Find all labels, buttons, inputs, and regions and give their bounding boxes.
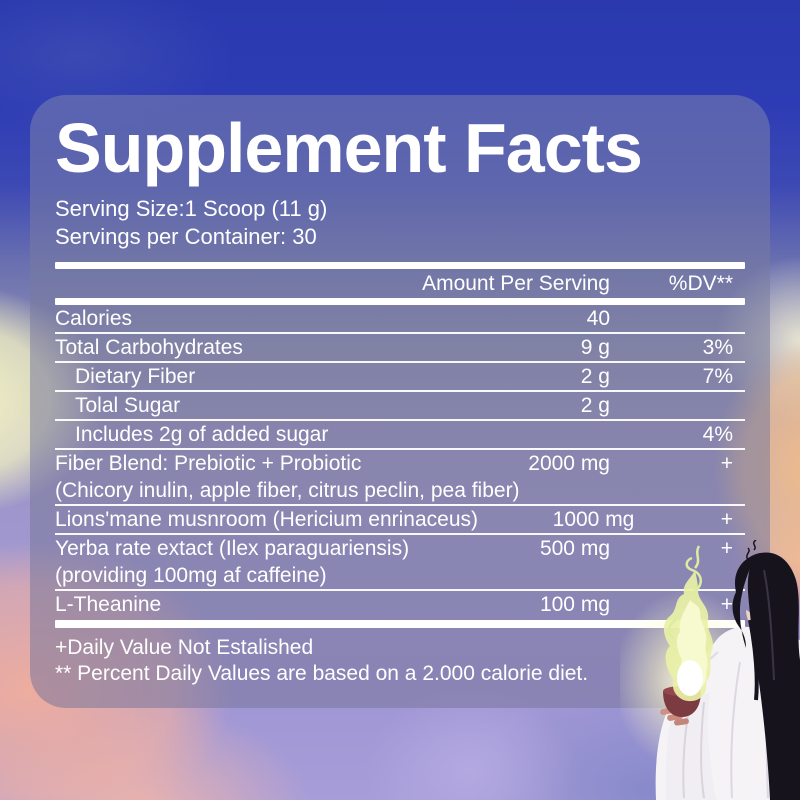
footnote-dv-not-established: +Daily Value Not Estalished [55,636,314,659]
row-amount: 40 [586,306,610,330]
flame-icon [663,545,713,702]
table-row: Total Carbohydrates 9 g 3% [55,334,745,363]
row-amount: 9 g [580,335,610,359]
divider-thick-top [55,262,745,269]
hair [732,539,800,800]
row-amount: 100 mg [539,592,610,616]
table-row: Includes 2g of added sugar 4% [55,421,745,450]
supplement-facts-panel: Supplement Facts Serving Size:1 Scoop (1… [30,95,770,708]
divider-thick-under-header [55,298,745,305]
table-row: Dietary Fiber 2 g 7% [55,363,745,392]
row-amount: 2000 mg [528,451,610,475]
servings-per-container-line: Servings per Container: 30 [55,224,317,249]
row-name: Includes 2g of added sugar [75,422,329,446]
table-row: Yerba rate extact (Ilex paraguariensis) … [55,535,745,562]
footnote-percent-dv: ** Percent Daily Values are based on a 2… [55,662,589,685]
table-subrow: (Chicory inulin, apple fiber, citrus pec… [55,477,745,506]
amount-column-header: Amount Per Serving [422,271,610,295]
row-amount: 2 g [580,364,610,388]
serving-size-line: Serving Size:1 Scoop (11 g) [55,196,328,221]
smoke-wisp [685,556,702,596]
table-row: Lions'mane musnroom (Hericium enrinaceus… [55,506,745,535]
row-amount: 500 mg [539,536,610,560]
row-dv: + [720,536,733,560]
row-dv: + [720,507,733,531]
table-row: Fiber Blend: Prebiotic + Probiotic 2000 … [55,450,745,477]
woman-flame-svg [613,539,800,800]
row-dv: + [720,451,733,475]
row-amount: 1000 mg [552,507,635,531]
row-dv: 4% [702,422,733,446]
woman-with-flame-illustration [613,539,800,800]
table-row: Calories 40 [55,305,745,334]
smoke-wisp [693,545,701,569]
row-amount: 2 g [580,393,610,417]
row-dv: 3% [702,335,733,359]
row-name: Yerba rate extact (Ilex paraguariensis) [55,536,410,560]
table-header-row: Amount Per Serving %DV** [55,269,745,298]
table-subrow: (providing 100mg af caffeine) [55,562,745,591]
row-name: Dietary Fiber [75,364,196,388]
row-name: Total Carbohydrates [55,335,243,359]
smoke-wisp [667,618,677,640]
row-name: Tolal Sugar [75,393,181,417]
table-row: Tolal Sugar 2 g [55,392,745,421]
divider-thick-bottom [55,620,745,628]
row-name: Lions'mane musnroom (Hericium enrinaceus… [55,507,479,531]
row-name: (providing 100mg af caffeine) [55,563,327,587]
panel-title: Supplement Facts [55,109,643,187]
row-name: (Chicory inulin, apple fiber, citrus pec… [55,478,520,502]
row-name: L-Theanine [55,592,162,616]
row-name: Fiber Blend: Prebiotic + Probiotic [55,451,362,475]
row-dv: 7% [702,364,733,388]
footnotes: +Daily Value Not Estalished ** Percent D… [55,635,745,687]
dv-column-header: %DV** [668,271,733,295]
row-name: Calories [55,306,133,330]
